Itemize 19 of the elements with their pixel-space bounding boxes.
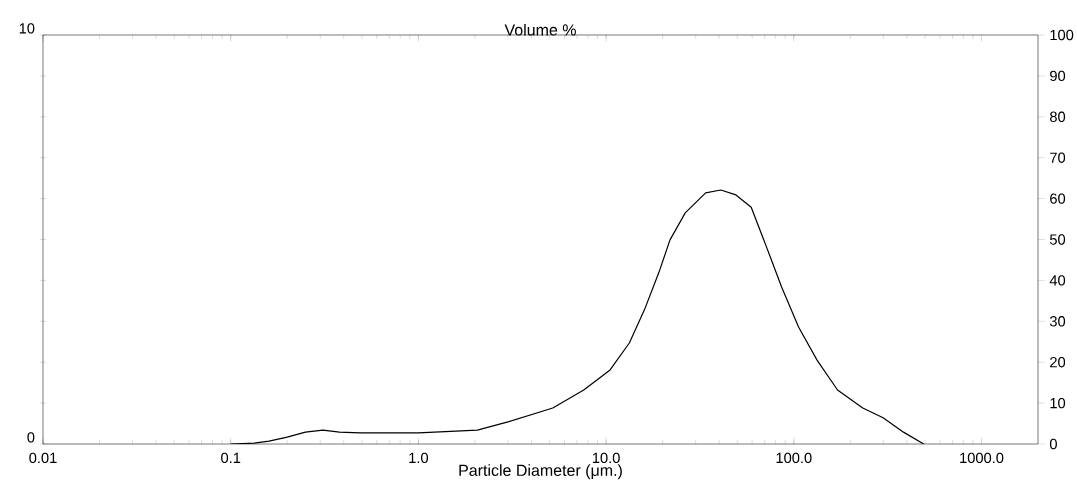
y2-tick-label: 40	[1049, 275, 1066, 286]
x-axis-title: Particle Diameter (μm.)	[459, 464, 622, 480]
y2-tick-label: 0	[1049, 438, 1057, 450]
y2-tick-label: 90	[1050, 70, 1066, 82]
y2-tick-label: 50	[1049, 234, 1066, 245]
y2-tick-label: 10	[1050, 397, 1066, 409]
x-tick-label: 1.0	[409, 452, 429, 464]
y2-tick-label: 30	[1049, 316, 1066, 327]
x-tick-label: 100.0	[776, 452, 812, 464]
x-tick-label: 0.1	[221, 452, 241, 464]
y2-tick-label: 70	[1050, 152, 1066, 163]
x-tick-label: 0.01	[29, 452, 57, 464]
x-tick-label: 10.0	[592, 452, 620, 464]
chart-title: Volume %	[504, 23, 576, 36]
y2-tick-label: 100	[1050, 29, 1074, 41]
y2-tick-label: 20	[1050, 357, 1066, 368]
x-tick-label: 1000.0	[960, 452, 1004, 464]
y2-tick-label: 60	[1050, 193, 1066, 204]
y2-tick-label: 80	[1050, 111, 1066, 122]
